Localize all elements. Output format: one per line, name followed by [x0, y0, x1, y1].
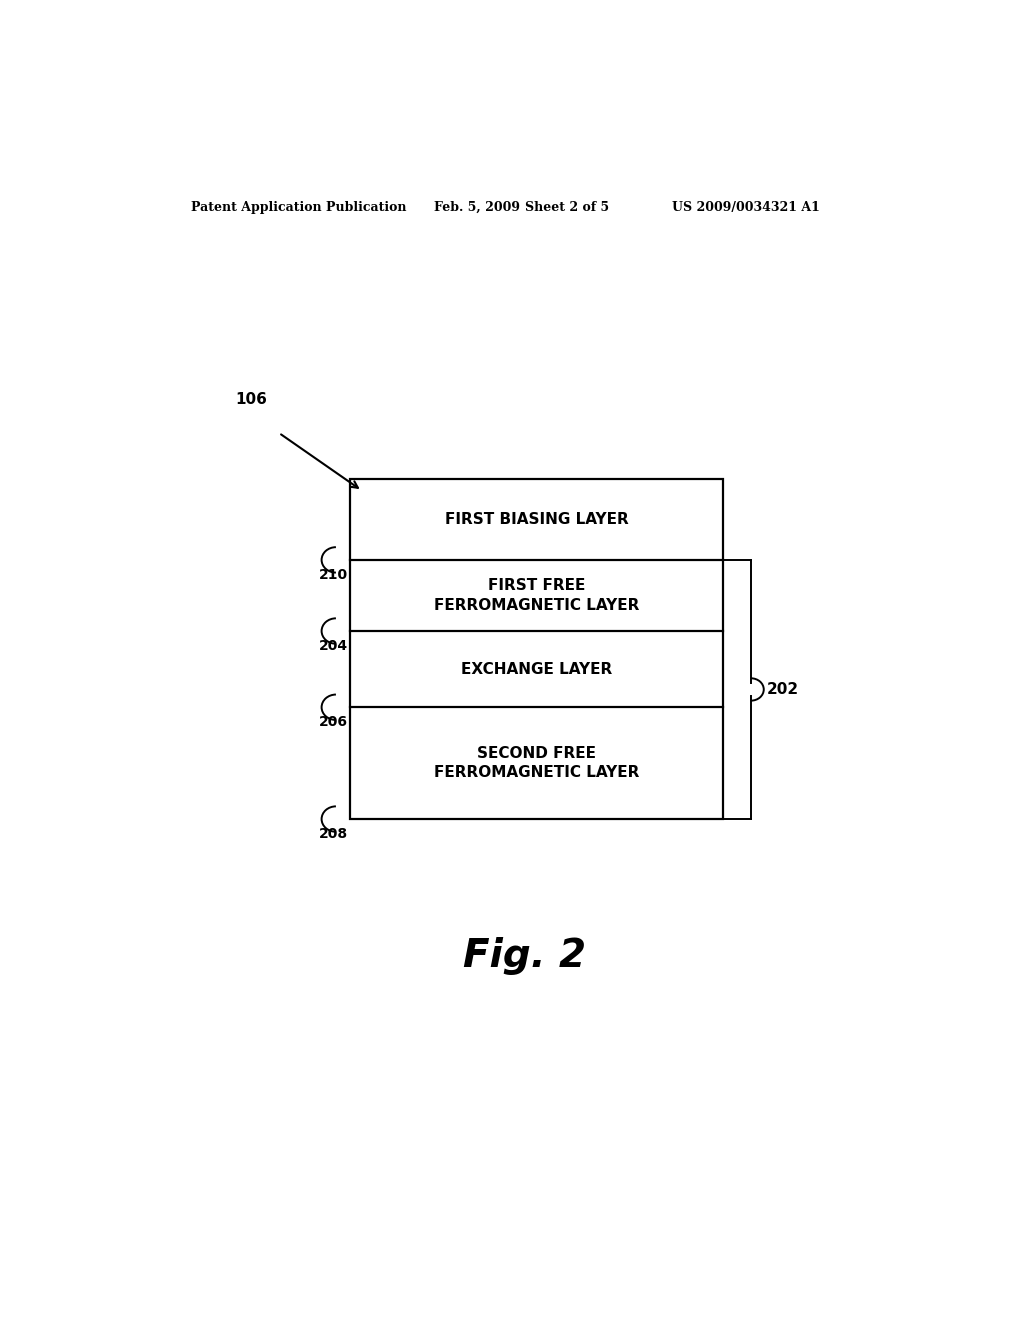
Bar: [350, 479, 723, 818]
Text: 106: 106: [236, 392, 267, 408]
Text: US 2009/0034321 A1: US 2009/0034321 A1: [672, 201, 819, 214]
Text: 202: 202: [767, 682, 799, 697]
Text: FIRST FREE
FERROMAGNETIC LAYER: FIRST FREE FERROMAGNETIC LAYER: [434, 578, 639, 612]
Text: Patent Application Publication: Patent Application Publication: [191, 201, 407, 214]
Text: Sheet 2 of 5: Sheet 2 of 5: [524, 201, 609, 214]
Text: 208: 208: [318, 828, 347, 841]
Text: Feb. 5, 2009: Feb. 5, 2009: [433, 201, 519, 214]
Text: Fig. 2: Fig. 2: [463, 937, 587, 975]
Text: SECOND FREE
FERROMAGNETIC LAYER: SECOND FREE FERROMAGNETIC LAYER: [434, 746, 639, 780]
Text: 210: 210: [318, 568, 347, 582]
Text: FIRST BIASING LAYER: FIRST BIASING LAYER: [444, 512, 629, 527]
Text: 204: 204: [318, 639, 347, 653]
Text: 206: 206: [318, 715, 347, 730]
Text: EXCHANGE LAYER: EXCHANGE LAYER: [461, 661, 612, 677]
